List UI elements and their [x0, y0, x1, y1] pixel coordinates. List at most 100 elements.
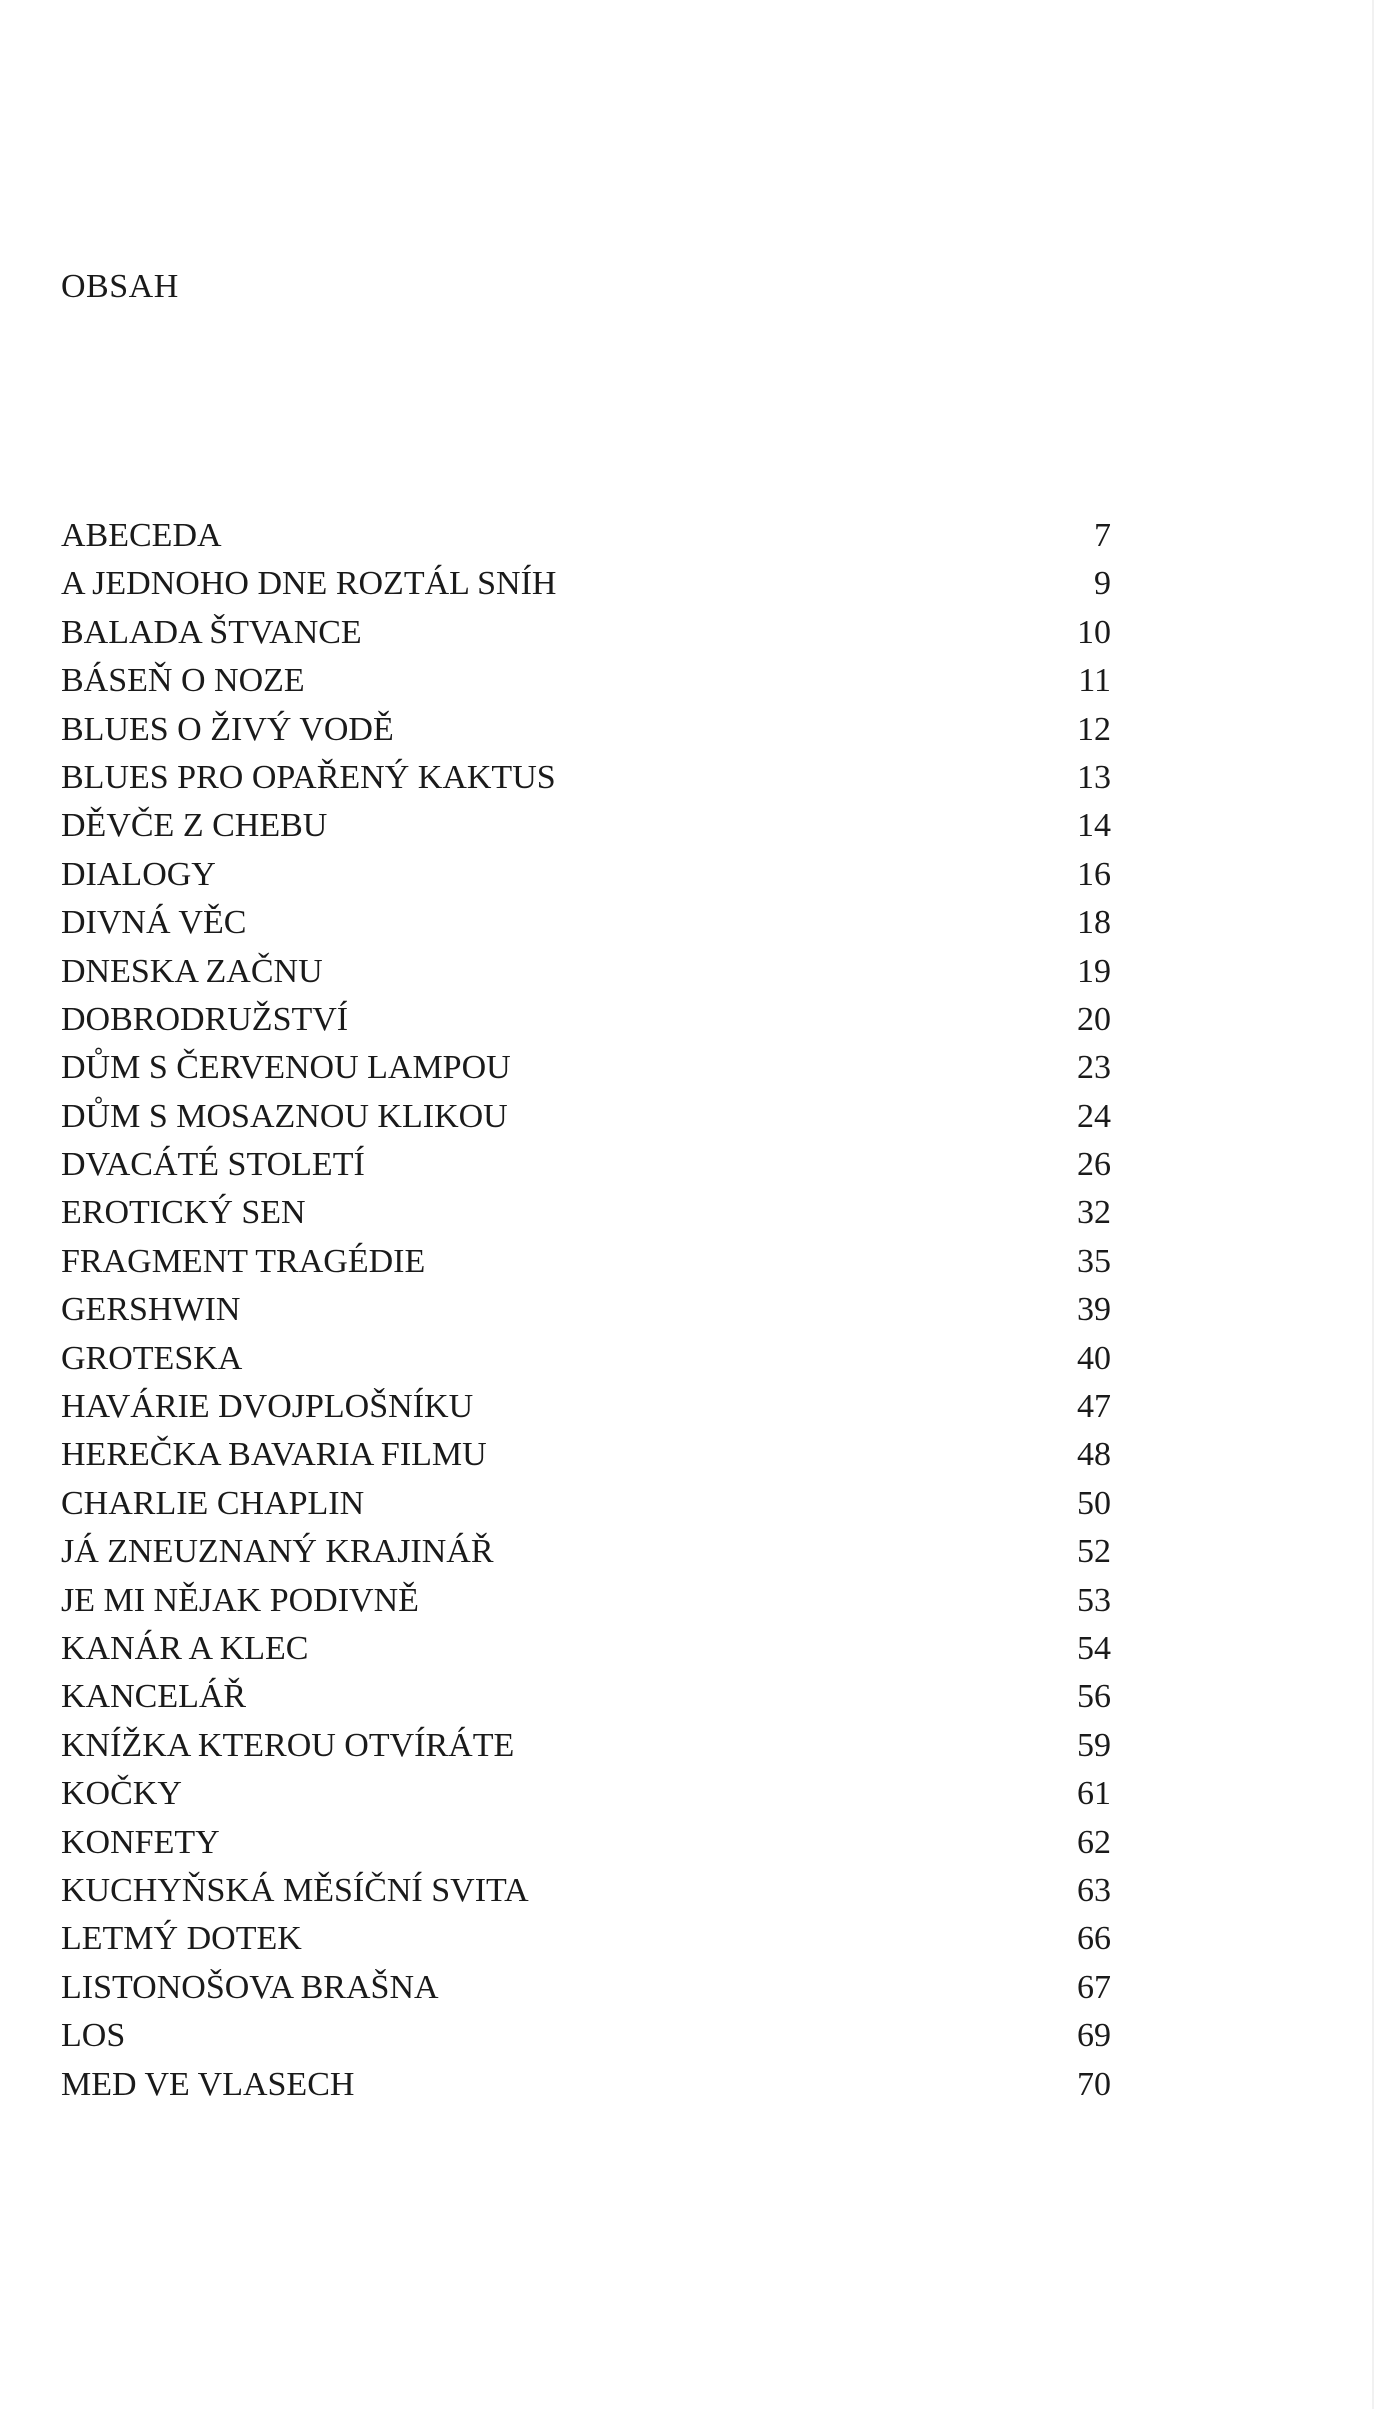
toc-entry: GROTESKA 40: [61, 1335, 1111, 1383]
toc-entry: KANÁR A KLEC 54: [61, 1625, 1111, 1673]
toc-entry: DIALOGY 16: [61, 851, 1111, 899]
entry-title: ABECEDA: [61, 517, 222, 554]
entry-title: A JEDNOHO DNE ROZTÁL SNÍH: [61, 565, 557, 603]
entry-page-number: 53: [1077, 1581, 1111, 1619]
entry-title: DOBRODRUŽSTVÍ: [61, 1000, 349, 1038]
entry-page-number: 56: [1077, 1678, 1111, 1716]
entry-page-number: 40: [1077, 1339, 1111, 1377]
entry-title: LETMÝ DOTEK: [61, 1920, 302, 1958]
toc-entry: LOS 69: [61, 2012, 1111, 2060]
entry-title: JÁ ZNEUZNANÝ KRAJINÁŘ: [61, 1533, 494, 1571]
entry-title: FRAGMENT TRAGÉDIE: [61, 1242, 426, 1280]
entry-title: CHARLIE CHAPLIN: [61, 1484, 365, 1522]
entry-page-number: 18: [1077, 904, 1111, 942]
toc-entry: GERSHWIN 39: [61, 1286, 1111, 1334]
entry-page-number: 32: [1077, 1194, 1111, 1232]
entry-page-number: 66: [1077, 1920, 1111, 1958]
entry-page-number: 47: [1077, 1388, 1111, 1426]
page-edge: [1372, 0, 1374, 2409]
toc-entry: LISTONOŠOVA BRAŠNA 67: [61, 1964, 1111, 2012]
toc-entry: DNESKA ZAČNU 19: [61, 948, 1111, 996]
toc-entry: BLUES PRO OPAŘENÝ KAKTUS 13: [61, 754, 1111, 802]
toc-entry: DŮM S ČERVENOU LAMPOU 23: [61, 1044, 1111, 1092]
entry-title: DIALOGY: [61, 855, 216, 893]
entry-page-number: 52: [1077, 1533, 1111, 1571]
entry-title: DNESKA ZAČNU: [61, 952, 323, 990]
entry-title: GROTESKA: [61, 1339, 243, 1377]
toc-entry: DOBRODRUŽSTVÍ 20: [61, 996, 1111, 1044]
toc-entry: DIVNÁ VĚC 18: [61, 899, 1111, 947]
entry-title: DŮM S MOSAZNOU KLIKOU: [61, 1097, 508, 1135]
entry-page-number: 16: [1077, 855, 1111, 893]
entry-page-number: 39: [1077, 1291, 1111, 1329]
toc-entry: DŮM S MOSAZNOU KLIKOU 24: [61, 1093, 1111, 1141]
entry-page-number: 69: [1077, 2017, 1111, 2055]
toc-entry: BALADA ŠTVANCE 10: [61, 609, 1111, 657]
toc-entry: EROTICKÝ SEN 32: [61, 1189, 1111, 1237]
toc-entry: FRAGMENT TRAGÉDIE 35: [61, 1238, 1111, 1286]
toc-entry: JÁ ZNEUZNANÝ KRAJINÁŘ 52: [61, 1528, 1111, 1576]
entry-title: MED VE VLASECH: [61, 2065, 355, 2103]
entry-title: KNÍŽKA KTEROU OTVÍRÁTE: [61, 1726, 515, 1764]
entry-page-number: 61: [1077, 1775, 1111, 1813]
entry-page-number: 24: [1077, 1097, 1111, 1135]
toc-entry: KNÍŽKA KTEROU OTVÍRÁTE 59: [61, 1722, 1111, 1770]
entry-title: EROTICKÝ SEN: [61, 1194, 306, 1232]
entry-page-number: 54: [1077, 1629, 1111, 1667]
toc-entry: JE MI NĚJAK PODIVNĚ 53: [61, 1577, 1111, 1625]
entry-title: JE MI NĚJAK PODIVNĚ: [61, 1581, 419, 1619]
toc-entry: BÁSEŇ O NOZE 11: [61, 657, 1111, 705]
entry-page-number: 26: [1077, 1146, 1111, 1184]
page-title: OBSAH: [61, 268, 179, 305]
entry-title: KANÁR A KLEC: [61, 1629, 309, 1667]
entry-title: DŮM S ČERVENOU LAMPOU: [61, 1049, 511, 1087]
toc-entry: HEREČKA BAVARIA FILMU 48: [61, 1431, 1111, 1479]
entry-title: DĚVČE Z CHEBU: [61, 807, 328, 845]
entry-page-number: 50: [1077, 1484, 1111, 1522]
toc-entry: BLUES O ŽIVÝ VODĚ 12: [61, 706, 1111, 754]
entry-title: LOS: [61, 2017, 126, 2055]
entry-title: BLUES PRO OPAŘENÝ KAKTUS: [61, 758, 556, 796]
entry-title: KONFETY: [61, 1823, 220, 1861]
entry-page-number: 59: [1077, 1726, 1111, 1764]
entry-title: DIVNÁ VĚC: [61, 904, 247, 942]
entry-title: LISTONOŠOVA BRAŠNA: [61, 1968, 439, 2006]
entry-title: BALADA ŠTVANCE: [61, 613, 362, 651]
entry-page-number: 19: [1077, 952, 1111, 990]
toc-entry: KUCHYŇSKÁ MĚSÍČNÍ SVITA 63: [61, 1867, 1111, 1915]
toc-entry: LETMÝ DOTEK 66: [61, 1915, 1111, 1963]
entry-title: DVACÁTÉ STOLETÍ: [61, 1146, 365, 1184]
entry-page-number: 12: [1077, 710, 1111, 748]
toc-entry: DĚVČE Z CHEBU 14: [61, 802, 1111, 850]
entry-page-number: 10: [1077, 613, 1111, 651]
toc-entry: ABECEDA 7: [61, 512, 1111, 560]
entry-title: KOČKY: [61, 1775, 182, 1813]
entry-page-number: 70: [1077, 2065, 1111, 2103]
toc-entry: KOČKY 61: [61, 1770, 1111, 1818]
entry-page-number: 11: [1078, 662, 1111, 700]
toc-entry: KANCELÁŘ 56: [61, 1673, 1111, 1721]
entry-page-number: 48: [1077, 1436, 1111, 1474]
entry-page-number: 63: [1077, 1871, 1111, 1909]
toc-entry: KONFETY 62: [61, 1819, 1111, 1867]
toc-entry: A JEDNOHO DNE ROZTÁL SNÍH 9: [61, 560, 1111, 608]
entry-title: HEREČKA BAVARIA FILMU: [61, 1436, 487, 1474]
entry-page-number: 23: [1077, 1049, 1111, 1087]
toc-entry: MED VE VLASECH 70: [61, 2061, 1111, 2109]
toc-entry: CHARLIE CHAPLIN 50: [61, 1480, 1111, 1528]
entry-title: BLUES O ŽIVÝ VODĚ: [61, 710, 394, 748]
entry-page-number: 35: [1077, 1242, 1111, 1280]
entry-title: KUCHYŇSKÁ MĚSÍČNÍ SVITA: [61, 1871, 529, 1909]
table-of-contents: ABECEDA 7 A JEDNOHO DNE ROZTÁL SNÍH 9 BALADA…: [61, 512, 1111, 2109]
entry-page-number: 9: [1094, 565, 1111, 603]
entry-page-number: 67: [1077, 1968, 1111, 2006]
toc-entry: DVACÁTÉ STOLETÍ 26: [61, 1141, 1111, 1189]
entry-title: BÁSEŇ O NOZE: [61, 662, 305, 700]
toc-entry: HAVÁRIE DVOJPLOŠNÍKU 47: [61, 1383, 1111, 1431]
entry-page-number: 62: [1077, 1823, 1111, 1861]
entry-page-number: 20: [1077, 1000, 1111, 1038]
entry-title: KANCELÁŘ: [61, 1678, 247, 1716]
entry-title: HAVÁRIE DVOJPLOŠNÍKU: [61, 1388, 474, 1426]
entry-page-number: 13: [1077, 758, 1111, 796]
entry-page-number: 7: [1094, 517, 1111, 554]
